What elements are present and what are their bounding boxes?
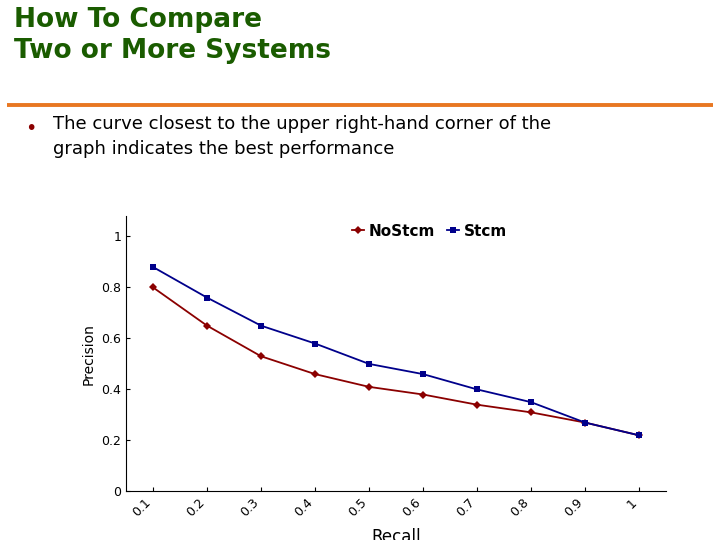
NoStcm <box>419 392 428 398</box>
NoStcm <box>580 419 589 426</box>
Line: NoStcm: NoStcm <box>150 285 642 438</box>
Text: The curve closest to the upper right-hand corner of the
graph indicates the best: The curve closest to the upper right-han… <box>53 116 552 158</box>
X-axis label: Recall: Recall <box>372 528 420 540</box>
Line: Stcm: Stcm <box>150 264 642 438</box>
Stcm <box>256 322 265 329</box>
NoStcm <box>148 284 157 291</box>
Text: How To Compare
Two or More Systems: How To Compare Two or More Systems <box>14 8 331 64</box>
NoStcm <box>365 383 374 390</box>
Text: •: • <box>24 119 36 138</box>
Stcm <box>580 419 589 426</box>
Stcm <box>203 294 212 301</box>
Stcm <box>365 361 374 367</box>
NoStcm <box>635 432 644 438</box>
Legend: NoStcm, Stcm: NoStcm, Stcm <box>351 224 507 239</box>
Stcm <box>635 432 644 438</box>
Stcm <box>148 264 157 270</box>
NoStcm <box>311 371 320 377</box>
Stcm <box>527 399 536 406</box>
Stcm <box>419 371 428 377</box>
Stcm <box>311 340 320 347</box>
NoStcm <box>203 322 212 329</box>
NoStcm <box>472 401 481 408</box>
NoStcm <box>256 353 265 360</box>
Y-axis label: Precision: Precision <box>81 323 96 384</box>
NoStcm <box>527 409 536 416</box>
Stcm <box>472 386 481 393</box>
